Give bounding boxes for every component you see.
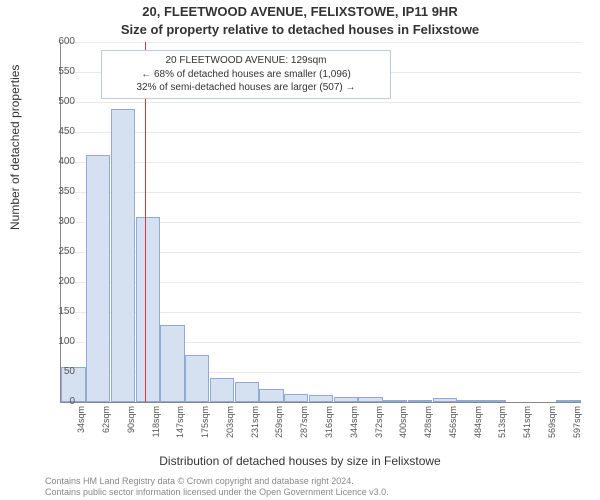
- histogram-bar: [358, 397, 382, 402]
- x-tick-label: 287sqm: [299, 406, 309, 446]
- histogram-bar: [111, 109, 135, 402]
- x-tick-label: 456sqm: [448, 406, 458, 446]
- x-tick-label: 541sqm: [522, 406, 532, 446]
- histogram-bar: [235, 382, 259, 402]
- x-axis-label: Distribution of detached houses by size …: [0, 454, 600, 468]
- chart-container: { "title_line1": "20, FLEETWOOD AVENUE, …: [0, 0, 600, 500]
- x-tick-label: 175sqm: [200, 406, 210, 446]
- x-tick-label: 90sqm: [126, 406, 136, 446]
- histogram-bar: [259, 389, 283, 402]
- footer-line1: Contains HM Land Registry data © Crown c…: [45, 476, 389, 487]
- x-tick-label: 484sqm: [473, 406, 483, 446]
- histogram-bar: [556, 400, 580, 402]
- annotation-box: 20 FLEETWOOD AVENUE: 129sqm← 68% of deta…: [101, 50, 391, 99]
- y-tick-label: 250: [45, 246, 75, 257]
- histogram-bar: [457, 400, 481, 402]
- y-tick-label: 600: [45, 36, 75, 47]
- x-tick-label: 34sqm: [76, 406, 86, 446]
- y-tick-label: 100: [45, 336, 75, 347]
- histogram-bar: [86, 155, 110, 402]
- annotation-line2: ← 68% of detached houses are smaller (1,…: [108, 68, 384, 82]
- histogram-bar: [309, 395, 333, 402]
- x-tick-label: 513sqm: [497, 406, 507, 446]
- x-tick-label: 118sqm: [151, 406, 161, 446]
- y-tick-label: 500: [45, 96, 75, 107]
- gridline: [61, 162, 581, 163]
- footer-attribution: Contains HM Land Registry data © Crown c…: [45, 476, 389, 498]
- x-tick-label: 231sqm: [250, 406, 260, 446]
- x-tick-label: 372sqm: [374, 406, 384, 446]
- x-tick-label: 597sqm: [572, 406, 582, 446]
- x-tick-label: 203sqm: [225, 406, 235, 446]
- histogram-bar: [136, 217, 160, 402]
- y-tick-label: 350: [45, 186, 75, 197]
- histogram-bar: [185, 355, 209, 402]
- x-tick-label: 428sqm: [423, 406, 433, 446]
- y-tick-label: 550: [45, 66, 75, 77]
- x-tick-label: 400sqm: [398, 406, 408, 446]
- gridline: [61, 102, 581, 103]
- x-tick-label: 344sqm: [349, 406, 359, 446]
- histogram-bar: [284, 394, 308, 402]
- histogram-bar: [383, 400, 407, 402]
- histogram-bar: [433, 398, 457, 402]
- x-tick-label: 569sqm: [547, 406, 557, 446]
- y-axis-label: Number of detached properties: [8, 65, 22, 230]
- footer-line2: Contains public sector information licen…: [45, 487, 389, 498]
- gridline: [61, 192, 581, 193]
- y-tick-label: 150: [45, 306, 75, 317]
- histogram-bar: [334, 397, 358, 402]
- y-tick-label: 200: [45, 276, 75, 287]
- chart-title-address: 20, FLEETWOOD AVENUE, FELIXSTOWE, IP11 9…: [0, 4, 600, 19]
- y-tick-label: 50: [45, 366, 75, 377]
- x-tick-label: 259sqm: [274, 406, 284, 446]
- x-tick-label: 62sqm: [101, 406, 111, 446]
- annotation-line3: 32% of semi-detached houses are larger (…: [108, 81, 384, 95]
- chart-title-desc: Size of property relative to detached ho…: [0, 22, 600, 37]
- annotation-line1: 20 FLEETWOOD AVENUE: 129sqm: [108, 54, 384, 68]
- plot-area: 20 FLEETWOOD AVENUE: 129sqm← 68% of deta…: [60, 42, 581, 403]
- x-tick-label: 316sqm: [324, 406, 334, 446]
- y-tick-label: 400: [45, 156, 75, 167]
- x-tick-label: 147sqm: [175, 406, 185, 446]
- y-tick-label: 0: [45, 396, 75, 407]
- histogram-bar: [160, 325, 184, 402]
- gridline: [61, 132, 581, 133]
- gridline: [61, 42, 581, 43]
- histogram-bar: [210, 378, 234, 402]
- y-tick-label: 450: [45, 126, 75, 137]
- y-tick-label: 300: [45, 216, 75, 227]
- histogram-bar: [482, 400, 506, 402]
- histogram-bar: [408, 400, 432, 402]
